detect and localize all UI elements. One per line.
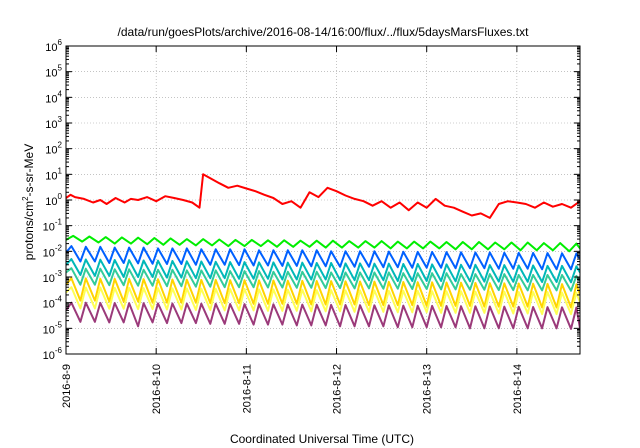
series-line-5 xyxy=(66,267,580,292)
y-tick-exponent: 3 xyxy=(58,115,63,124)
y-tick-exponent: -4 xyxy=(55,295,63,304)
x-tick-label: 2016-8-11 xyxy=(241,364,253,413)
x-tick-label: 2016-8-10 xyxy=(151,364,163,414)
y-tick-label: 104 xyxy=(45,89,62,105)
y-tick-label: 106 xyxy=(45,38,62,54)
y-axis-title: protons/cm2-s-sr-MeV xyxy=(21,144,36,260)
y-tick-label: 100 xyxy=(45,192,62,208)
chart-title: /data/run/goesPlots/archive/2016-08-14/1… xyxy=(118,25,530,39)
y-tick-base: 10 xyxy=(45,170,57,182)
y-tick-base: 10 xyxy=(45,42,57,54)
y-tick-base: 10 xyxy=(45,145,57,157)
y-tick-label: 105 xyxy=(45,64,62,80)
axes: 10610510410310210110010-110-210-310-410-… xyxy=(43,38,581,414)
y-tick-label: 10-2 xyxy=(43,243,63,259)
series-line-1 xyxy=(66,173,580,219)
y-tick-label: 10-6 xyxy=(43,346,63,362)
y-axis-title-rest: -s-sr-MeV xyxy=(22,144,36,197)
y-tick-exponent: -6 xyxy=(55,346,63,355)
y-tick-exponent: -3 xyxy=(55,269,63,278)
grid xyxy=(66,46,580,354)
plot-frame xyxy=(65,45,581,355)
y-tick-exponent: 2 xyxy=(58,141,63,150)
y-tick-base: 10 xyxy=(43,222,55,234)
y-tick-exponent: 1 xyxy=(58,166,63,175)
x-tick-label: 2016-8-14 xyxy=(512,364,524,414)
x-tick-label: 2016-8-13 xyxy=(422,364,434,414)
series-line-4 xyxy=(66,258,580,284)
y-tick-exponent: 6 xyxy=(58,38,63,47)
y-tick-exponent: -2 xyxy=(55,243,63,252)
series-line-6 xyxy=(66,277,580,309)
y-tick-label: 10-4 xyxy=(43,295,63,311)
x-axis-title: Coordinated Universal Time (UTC) xyxy=(230,432,414,446)
y-tick-label: 10-3 xyxy=(43,269,63,285)
y-tick-base: 10 xyxy=(45,119,57,131)
y-tick-base: 10 xyxy=(45,196,57,208)
series-line-3 xyxy=(66,245,580,271)
y-tick-exponent: 5 xyxy=(58,64,63,73)
y-axis-title-superscript: 2 xyxy=(21,196,30,201)
y-tick-exponent: -5 xyxy=(55,320,63,329)
series-layer xyxy=(66,173,580,330)
series-line-8 xyxy=(66,301,580,330)
y-tick-base: 10 xyxy=(45,68,57,80)
y-axis-title-text: protons/cm xyxy=(22,201,36,260)
series-line-2 xyxy=(66,234,580,253)
y-tick-base: 10 xyxy=(43,324,55,336)
y-tick-exponent: 4 xyxy=(58,89,63,98)
y-tick-base: 10 xyxy=(45,93,57,105)
y-tick-label: 103 xyxy=(45,115,62,131)
y-tick-base: 10 xyxy=(43,273,55,285)
y-tick-label: 10-5 xyxy=(43,320,63,336)
x-tick-label: 2016-8-9 xyxy=(61,364,73,408)
y-tick-exponent: 0 xyxy=(58,192,63,201)
y-tick-label: 10-1 xyxy=(43,218,63,234)
y-tick-label: 101 xyxy=(45,166,62,182)
y-tick-base: 10 xyxy=(43,350,55,362)
y-tick-exponent: -1 xyxy=(55,218,63,227)
series-line-7 xyxy=(66,286,580,316)
y-tick-base: 10 xyxy=(43,299,55,311)
y-tick-base: 10 xyxy=(43,247,55,259)
x-tick-label: 2016-8-12 xyxy=(332,364,344,414)
y-tick-label: 102 xyxy=(45,141,62,157)
